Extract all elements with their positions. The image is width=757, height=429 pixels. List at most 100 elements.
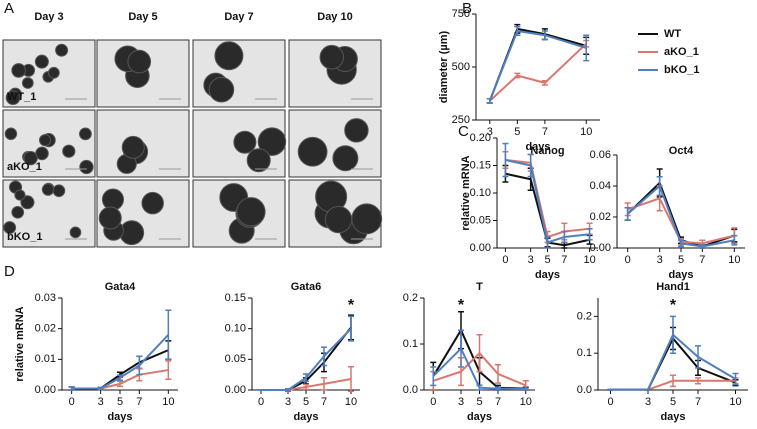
- error-bar: [670, 374, 676, 388]
- y-tick-label: 0.01: [35, 353, 56, 365]
- spheroid: [141, 191, 164, 215]
- x-tick-label: 3: [487, 126, 493, 138]
- spheroid: [38, 134, 52, 147]
- y-tick-label: 0.1: [577, 347, 592, 359]
- x-tick-label: 0: [69, 396, 75, 408]
- error-bar: [97, 386, 104, 391]
- error-bar: [514, 72, 521, 79]
- x-tick-label: 0: [502, 254, 508, 266]
- y-tick-label: 0.0: [403, 384, 418, 396]
- error-bar: [695, 377, 701, 385]
- x-tick-label: 5: [476, 396, 482, 408]
- x-tick-label: 0: [430, 396, 436, 408]
- column-header: Day 5: [128, 11, 157, 23]
- spheroid: [257, 127, 287, 156]
- spheroid: [127, 49, 152, 74]
- spheroid: [98, 206, 122, 230]
- error-bar: [285, 388, 291, 392]
- error-bar: [476, 334, 483, 373]
- spheroid: [344, 118, 369, 143]
- chart: 0.0 0.1 0.2 0 3 5 7 10 Hand1 days *: [577, 281, 748, 423]
- spheroid: [5, 90, 21, 105]
- line: [489, 42, 587, 102]
- error-bar: [117, 374, 123, 381]
- spheroid: [14, 189, 26, 201]
- chart: 250 500 750 3 5 7 10 days diameter (µm) WT aKO_1 bK…: [438, 8, 700, 153]
- column-header: Day 3: [34, 11, 63, 23]
- spheroid: [21, 77, 34, 89]
- spheroid: [233, 130, 257, 154]
- spheroid: [214, 41, 244, 71]
- spheroid: [319, 44, 345, 70]
- x-tick-label: 10: [580, 126, 592, 138]
- chart: 0.00 0.02 0.04 0.06 0 3 5 7 10 Oct4 days: [590, 145, 745, 281]
- y-tick-label: 0.05: [225, 353, 246, 365]
- error-bar: [583, 34, 590, 62]
- x-tick-label: 5: [670, 396, 676, 408]
- spheroid: [41, 183, 55, 196]
- y-tick-label: 0.20: [470, 132, 491, 144]
- error-bar: [430, 366, 437, 387]
- legend-label: WT: [664, 28, 681, 40]
- error-bar: [586, 228, 593, 241]
- chart-title: Nanog: [530, 145, 564, 157]
- x-tick-label: 3: [458, 396, 464, 408]
- x-tick-label: 7: [699, 254, 705, 266]
- x-tick-label: 3: [98, 396, 104, 408]
- y-tick-label: 250: [452, 114, 470, 126]
- error-bar: [68, 386, 75, 391]
- x-tick-label: 3: [285, 396, 291, 408]
- y-tick-label: 0.15: [225, 292, 246, 304]
- chart-title: Gata6: [291, 281, 322, 293]
- error-bar: [678, 239, 684, 248]
- spheroid: [47, 66, 60, 79]
- y-tick-label: 0.05: [470, 214, 491, 226]
- x-tick-label: 0: [258, 396, 264, 408]
- spheroid: [324, 205, 353, 234]
- x-tick-label: 7: [695, 396, 701, 408]
- error-bar: [645, 388, 651, 391]
- significance-mark: *: [458, 297, 465, 314]
- panel-label: A: [4, 0, 14, 17]
- error-bar: [541, 30, 548, 41]
- error-bar: [514, 25, 521, 36]
- row-label: bKO_1: [7, 231, 42, 243]
- line: [488, 29, 587, 102]
- error-bar: [656, 175, 663, 197]
- spheroid: [20, 195, 35, 210]
- spheroid: [11, 63, 26, 78]
- y-tick-label: 0.00: [590, 242, 611, 254]
- error-bar: [495, 386, 501, 391]
- error-bar: [165, 360, 172, 381]
- spheroid: [3, 221, 17, 235]
- x-tick-label: 0: [607, 396, 613, 408]
- panel-label: B: [462, 0, 472, 17]
- error-bar: [458, 329, 464, 368]
- spheroid: [79, 127, 92, 141]
- error-bar: [136, 355, 143, 376]
- y-tick-label: 0.06: [590, 149, 611, 161]
- x-axis-label: days: [107, 411, 132, 423]
- x-tick-label: 10: [583, 254, 595, 266]
- y-tick-label: 0.1: [403, 338, 418, 350]
- y-tick-label: 0.00: [470, 242, 491, 254]
- x-tick-label: 7: [495, 396, 501, 408]
- x-tick-label: 10: [728, 254, 740, 266]
- x-tick-label: 5: [117, 396, 123, 408]
- x-tick-label: 10: [345, 396, 357, 408]
- spheroid: [52, 184, 66, 198]
- error-bar: [321, 346, 327, 367]
- y-tick-label: 0.03: [35, 292, 56, 304]
- error-bar: [321, 376, 327, 391]
- error-bar: [502, 142, 509, 178]
- column-header: Day 10: [317, 11, 352, 23]
- error-bar: [476, 384, 483, 391]
- error-bar: [348, 315, 354, 342]
- spheroid: [246, 148, 271, 173]
- x-tick-label: 7: [542, 126, 548, 138]
- error-bar: [607, 388, 614, 391]
- y-tick-label: 0.2: [577, 310, 592, 322]
- spheroid: [62, 144, 76, 158]
